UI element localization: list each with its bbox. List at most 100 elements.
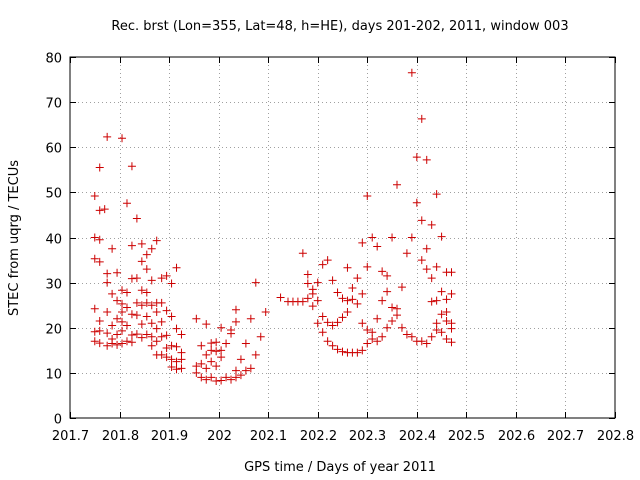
data-point	[338, 347, 347, 356]
data-point	[447, 289, 456, 298]
data-point	[127, 241, 136, 250]
data-point	[417, 337, 426, 346]
data-point	[147, 319, 156, 328]
data-point	[437, 287, 446, 296]
data-point	[127, 162, 136, 171]
data-point	[432, 190, 441, 199]
data-point	[212, 338, 221, 347]
data-point	[197, 373, 206, 382]
data-point	[142, 250, 151, 259]
data-point	[207, 357, 216, 366]
data-point	[95, 326, 104, 335]
data-point	[217, 376, 226, 385]
data-point	[142, 312, 151, 321]
data-point	[108, 339, 117, 348]
data-point	[197, 359, 206, 368]
data-point	[427, 274, 436, 283]
data-point	[113, 340, 122, 349]
data-point	[95, 235, 104, 244]
data-point	[103, 307, 112, 316]
data-point	[147, 301, 156, 310]
data-point	[192, 362, 201, 371]
data-point	[177, 348, 186, 357]
data-point	[202, 320, 211, 329]
data-point	[338, 313, 347, 322]
data-point	[373, 242, 382, 251]
data-point	[402, 249, 411, 258]
data-point	[343, 263, 352, 272]
data-point	[137, 320, 146, 329]
x-tick-label: 202.4	[399, 429, 436, 444]
data-point	[152, 324, 161, 333]
data-point	[103, 341, 112, 350]
data-point	[338, 294, 347, 303]
axis-ticks: 201.7 201.8 201.9 202 202.1 202.2 202.3 202.4 20…	[45, 52, 634, 445]
x-tick-label: 202.5	[448, 429, 485, 444]
data-point	[217, 346, 226, 355]
data-point	[118, 299, 127, 308]
data-point	[422, 265, 431, 274]
data-point	[303, 294, 312, 303]
grid-lines	[70, 57, 615, 418]
data-point	[378, 267, 387, 276]
data-point	[95, 316, 104, 325]
data-point	[368, 328, 377, 337]
data-point	[407, 68, 416, 77]
data-point	[95, 339, 104, 348]
data-point	[192, 368, 201, 377]
x-tick-label: 202	[207, 429, 232, 444]
data-point	[113, 314, 122, 323]
data-point	[298, 297, 307, 306]
y-tick-label: 40	[45, 233, 62, 248]
data-point	[157, 350, 166, 359]
y-tick-label: 60	[45, 142, 62, 157]
data-point	[212, 347, 221, 356]
chart-title: Rec. brst (Lon=355, Lat=48, h=HE), days …	[111, 19, 568, 34]
data-point	[412, 153, 421, 162]
data-point	[202, 375, 211, 384]
data-point	[103, 329, 112, 338]
data-point	[442, 316, 451, 325]
data-point	[393, 311, 401, 320]
data-point	[227, 375, 236, 384]
data-point	[447, 338, 456, 347]
data-point	[231, 305, 240, 314]
data-point	[447, 324, 456, 333]
y-tick-label: 10	[45, 368, 62, 383]
data-point	[236, 355, 245, 364]
data-point	[303, 279, 312, 288]
data-point	[137, 257, 146, 266]
data-point	[251, 278, 260, 287]
data-point	[427, 297, 436, 306]
data-point	[323, 337, 332, 346]
data-point	[383, 271, 392, 280]
data-point	[162, 344, 171, 353]
data-point	[95, 257, 104, 266]
y-axis-label: STEC from uqrg / TECUs	[7, 160, 22, 316]
data-point	[432, 326, 441, 335]
data-point	[202, 350, 211, 359]
x-tick-label: 202.3	[349, 429, 386, 444]
data-point	[207, 373, 216, 382]
data-point	[241, 339, 250, 348]
data-point	[328, 276, 337, 285]
data-point	[127, 338, 136, 347]
data-point	[132, 274, 141, 283]
data-point	[432, 262, 441, 271]
data-point	[90, 254, 99, 263]
data-point	[118, 317, 127, 326]
data-point	[397, 283, 406, 292]
data-point	[118, 326, 127, 335]
data-point	[227, 329, 236, 338]
data-point	[313, 278, 322, 287]
data-point	[90, 191, 99, 200]
data-point	[358, 289, 367, 298]
data-point	[407, 332, 416, 341]
data-point	[162, 331, 171, 340]
data-point	[378, 296, 387, 305]
data-point	[417, 114, 426, 123]
data-point	[318, 260, 327, 269]
data-point	[318, 328, 327, 337]
data-point	[442, 307, 451, 316]
